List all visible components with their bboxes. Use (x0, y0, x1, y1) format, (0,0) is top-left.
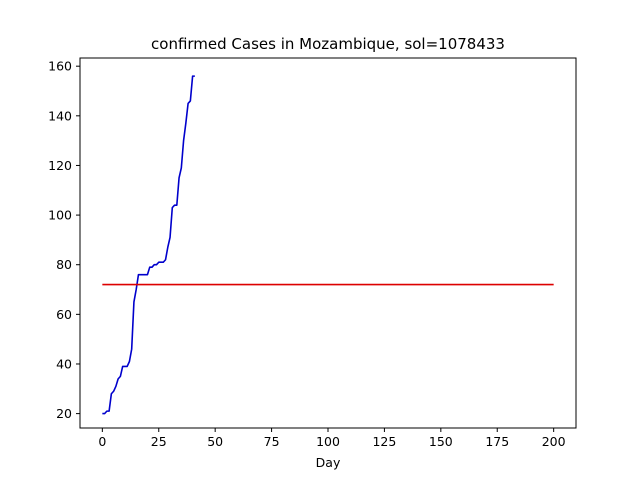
x-tick-label: 50 (207, 434, 223, 449)
y-tick-label: 140 (48, 108, 72, 123)
x-tick-label: 125 (372, 434, 396, 449)
plot-area-frame (79, 57, 577, 429)
chart-title: confirmed Cases in Mozambique, sol=10784… (151, 35, 505, 53)
x-tick-label: 25 (151, 434, 167, 449)
x-axis: 0 25 50 75 100 125 150 175 200 (98, 428, 566, 449)
y-tick-label: 100 (48, 208, 72, 223)
x-tick-label: 200 (542, 434, 566, 449)
y-tick-label: 80 (56, 257, 72, 272)
x-tick-label: 175 (485, 434, 509, 449)
x-tick-label: 150 (429, 434, 453, 449)
x-tick-label: 0 (98, 434, 106, 449)
y-tick-label: 40 (56, 356, 72, 371)
y-tick-label: 20 (56, 406, 72, 421)
series-layer (102, 75, 554, 415)
x-axis-label: Day (316, 455, 341, 470)
x-tick-label: 100 (316, 434, 340, 449)
x-tick-label: 75 (264, 434, 280, 449)
y-axis: 20 40 60 80 100 120 140 160 (48, 59, 80, 421)
y-tick-label: 160 (48, 59, 72, 74)
y-tick-label: 60 (56, 307, 72, 322)
confirmed-cases-line (102, 75, 195, 415)
y-tick-label: 120 (48, 158, 72, 173)
